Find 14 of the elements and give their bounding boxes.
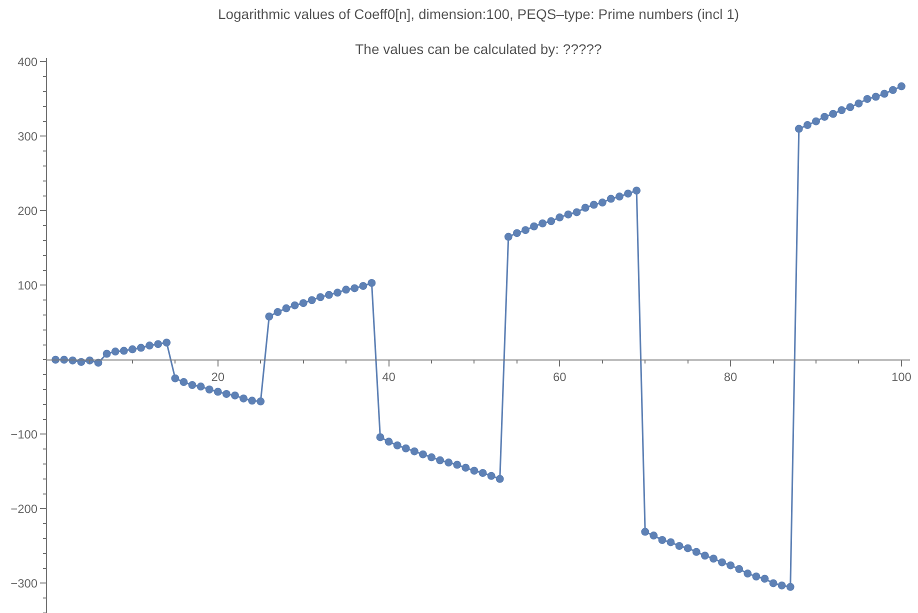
y-tick-label: −100	[10, 427, 38, 442]
x-tick-label: 80	[724, 370, 738, 384]
y-tick-label: 100	[18, 278, 38, 292]
y-tick-label: −300	[10, 576, 38, 590]
x-tick-label: 60	[552, 370, 567, 384]
x-tick-label: 40	[382, 370, 396, 384]
x-tick-label: 100	[891, 370, 912, 384]
chart-subtitle: The values can be calculated by: ?????	[355, 41, 602, 58]
y-tick-label: 200	[18, 204, 38, 218]
y-tick-label: −200	[10, 502, 38, 516]
chart-title: Logarithmic values of Coeff0[n], dimension:100, PEQS–type: Prime numbers (incl 1)	[218, 6, 740, 22]
y-tick-label: 300	[18, 129, 38, 144]
x-tick-label: 20	[211, 370, 225, 384]
y-tick-label: 400	[18, 54, 38, 69]
